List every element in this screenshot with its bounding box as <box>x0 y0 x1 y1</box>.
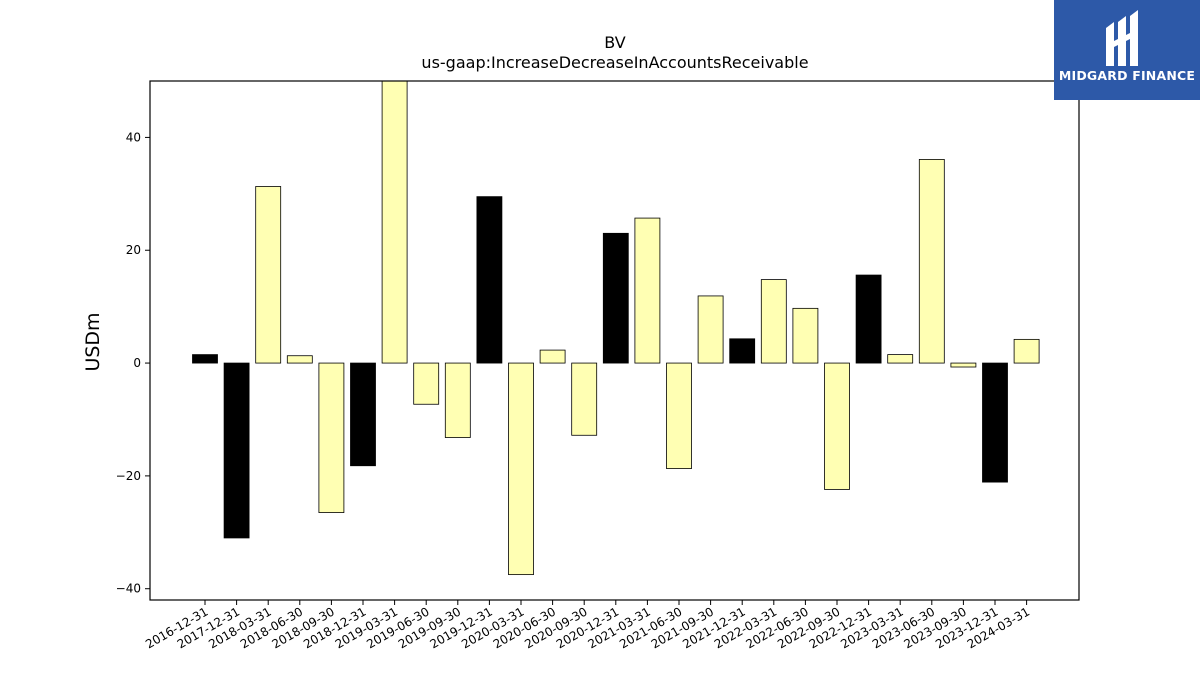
bar-2020-09-30 <box>571 362 598 436</box>
bar-2019-06-30 <box>413 362 440 405</box>
bar-2021-06-30 <box>666 362 692 469</box>
bar-2018-03-31 <box>255 186 282 364</box>
bar-2022-03-31 <box>760 279 787 364</box>
bar-2024-03-31 <box>1013 338 1040 364</box>
y-axis-ticks: −40 −20 0 20 40 <box>116 130 150 596</box>
bar-2022-09-30 <box>824 362 850 490</box>
bar-2019-09-30 <box>444 362 471 438</box>
bar-2022-06-30 <box>792 307 819 364</box>
midgard-finance-logo: MIDGARD FINANCE <box>1054 0 1200 100</box>
bar-2017-12-31 <box>223 362 250 539</box>
y-tick-label: −20 <box>116 469 141 483</box>
y-tick-label: 40 <box>126 130 141 144</box>
bar-2023-06-30 <box>918 159 945 364</box>
bar-2020-03-31 <box>508 362 534 576</box>
logo-text: MIDGARD FINANCE <box>1058 68 1196 83</box>
bar-2019-12-31 <box>476 196 503 364</box>
bar-2023-12-31 <box>982 362 1008 483</box>
midgard-logo-icon <box>1106 10 1138 66</box>
bar-2020-12-31 <box>602 232 629 364</box>
bar-2021-09-30 <box>697 295 724 364</box>
bars-group <box>192 80 1040 576</box>
y-axis-label: USDm <box>82 312 104 371</box>
bar-2016-12-31 <box>192 354 218 364</box>
bar-2022-12-31 <box>855 274 882 364</box>
bar-2019-03-31 <box>381 80 408 364</box>
bar-2020-06-30 <box>539 349 566 364</box>
chart-subtitle: us-gaap:IncreaseDecreaseInAccountsReceiv… <box>421 53 808 72</box>
bar-2023-09-30 <box>950 362 977 368</box>
chart-title: BV <box>604 33 625 52</box>
plot-frame <box>149 80 1080 601</box>
y-tick-label: 0 <box>133 356 141 370</box>
y-tick-label: 20 <box>126 243 141 257</box>
bar-2021-03-31 <box>634 217 661 364</box>
bar-2018-12-31 <box>350 362 376 467</box>
bar-2018-09-30 <box>318 362 345 513</box>
y-tick-label: −40 <box>116 582 141 596</box>
bar-2018-06-30 <box>286 355 313 364</box>
x-axis-ticks: 2016-12-312017-12-312018-03-312018-06-30… <box>143 600 1032 651</box>
bar-2021-12-31 <box>729 338 756 364</box>
bar-2023-03-31 <box>887 354 914 364</box>
